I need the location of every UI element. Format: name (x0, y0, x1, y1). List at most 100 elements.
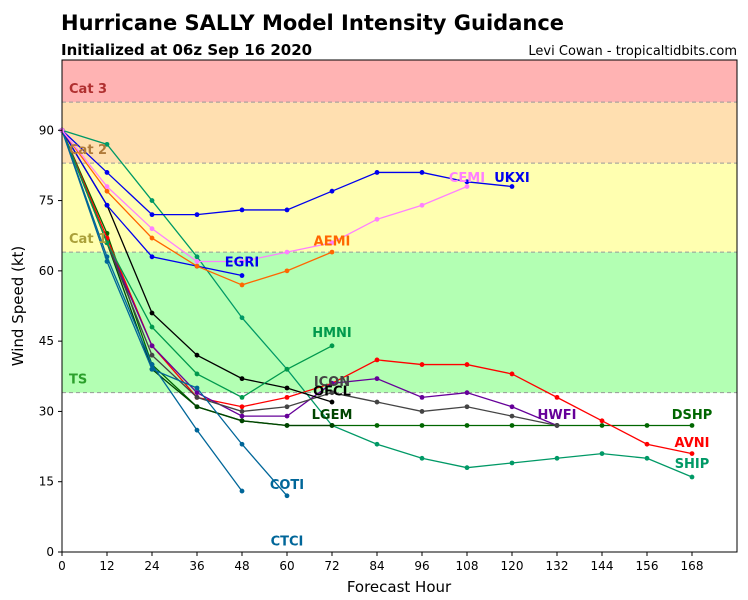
data-point-ship (554, 455, 560, 461)
data-point-hmni (194, 371, 200, 377)
chart-subtitle: Initialized at 06z Sep 16 2020 (61, 41, 312, 59)
data-point-coti (194, 385, 200, 391)
data-point-hwfi (239, 413, 245, 419)
data-point-coti (149, 366, 155, 372)
y-tick-label: 15 (39, 475, 54, 489)
x-tick-label: 12 (99, 559, 114, 573)
data-point-ofcl (194, 352, 200, 358)
data-point-ship (509, 460, 515, 466)
data-point-ofcl (149, 310, 155, 316)
data-point-avni (509, 371, 515, 377)
data-point-ukxi (284, 207, 290, 213)
data-point-ukxi (419, 170, 425, 175)
data-point-aemi (104, 188, 110, 194)
data-point-avni (284, 394, 290, 400)
series-label-avni: AVNI (675, 436, 710, 451)
series-label-ukxi: UKXI (494, 171, 530, 186)
data-point-hwfi (194, 390, 200, 396)
data-point-icon (329, 390, 335, 396)
data-point-ship (464, 465, 470, 471)
data-point-icon (464, 404, 470, 410)
data-point-icon (509, 413, 515, 419)
data-point-dshp (464, 423, 470, 428)
band-cat-2 (62, 102, 737, 164)
y-tick-label: 0 (46, 545, 54, 559)
data-point-icon (419, 409, 425, 414)
data-point-icon (149, 352, 155, 358)
band-label-cat-2: Cat 2 (69, 143, 107, 158)
series-label-ofcl: OFCL (313, 384, 351, 399)
data-point-ukxi (464, 179, 470, 185)
data-point-icon (194, 394, 200, 400)
data-point-ukxi (149, 212, 155, 218)
y-tick-label: 90 (39, 123, 54, 137)
series-label-cemi: CEMI (449, 171, 485, 186)
data-point-ukxi (104, 170, 110, 175)
x-tick-label: 96 (414, 559, 429, 573)
data-point-avni (239, 404, 245, 410)
data-point-hmni (329, 343, 335, 349)
data-point-icon (284, 404, 290, 410)
data-point-avni (599, 418, 605, 424)
data-point-ship (599, 451, 605, 456)
x-tick-label: 48 (234, 559, 249, 573)
data-point-egri (104, 202, 110, 208)
series-label-aemi: AEMI (314, 234, 351, 249)
data-point-hwfi (374, 376, 380, 382)
x-axis-label: Forecast Hour (347, 578, 452, 596)
data-point-hwfi (509, 404, 515, 410)
data-point-avni (464, 362, 470, 367)
data-point-lgem (194, 404, 200, 410)
data-point-hmni (149, 324, 155, 330)
band-label-ts: TS (69, 373, 87, 388)
x-tick-label: 24 (144, 559, 159, 573)
series-line-coti (61, 130, 288, 497)
data-point-lgem (284, 423, 290, 428)
data-point-aemi (329, 249, 335, 255)
data-point-egri (149, 254, 155, 260)
x-tick-label: 36 (189, 559, 204, 573)
data-point-ctci (239, 488, 245, 494)
model-labels: TS Cat 1 Cat 2 Cat 3 SHIP DSHP LGEM AVNI HWFI ICO… (69, 82, 712, 549)
data-point-ctci (194, 427, 200, 433)
data-point-aemi (194, 263, 200, 269)
data-point-lgem (329, 423, 335, 428)
band-label-cat-3: Cat 3 (69, 82, 107, 97)
data-point-ukxi (329, 188, 335, 194)
data-point-coti (239, 441, 245, 447)
data-point-cemi (194, 259, 200, 264)
data-point-ship (374, 441, 380, 447)
data-point-hmni (284, 366, 290, 372)
x-tick-label: 0 (58, 559, 66, 573)
data-point-hwfi (284, 413, 290, 419)
chart-title: Hurricane SALLY Model Intensity Guidance (61, 11, 564, 35)
data-point-hmni (104, 240, 110, 246)
x-tick-label: 156 (636, 559, 659, 573)
band-ts (62, 252, 737, 393)
data-point-icon (554, 423, 560, 428)
data-point-dshp (509, 423, 515, 428)
data-point-lgem (239, 418, 245, 424)
data-point-ship (149, 198, 155, 203)
data-point-ukxi (509, 184, 515, 189)
data-point-avni (689, 451, 695, 456)
series-label-dshp: DSHP (672, 408, 713, 423)
series-label-lgem: LGEM (312, 408, 353, 423)
plot-frame (61, 59, 738, 553)
series-label-coti: COTI (270, 478, 304, 493)
data-point-ofcl (329, 399, 335, 405)
category-bands (62, 60, 737, 393)
data-point-icon (374, 399, 380, 405)
data-point-hmni (239, 394, 245, 400)
band-label-cat-1: Cat 1 (69, 232, 107, 247)
data-point-cemi (149, 226, 155, 232)
data-point-hwfi (419, 394, 425, 400)
data-point-cemi (329, 240, 335, 246)
data-point-ukxi (194, 212, 200, 218)
x-tick-label: 84 (369, 559, 384, 573)
series-line-icon (61, 130, 558, 427)
data-point-ctci (149, 362, 155, 367)
data-point-ofcl (284, 385, 290, 391)
x-tick-label: 108 (456, 559, 479, 573)
